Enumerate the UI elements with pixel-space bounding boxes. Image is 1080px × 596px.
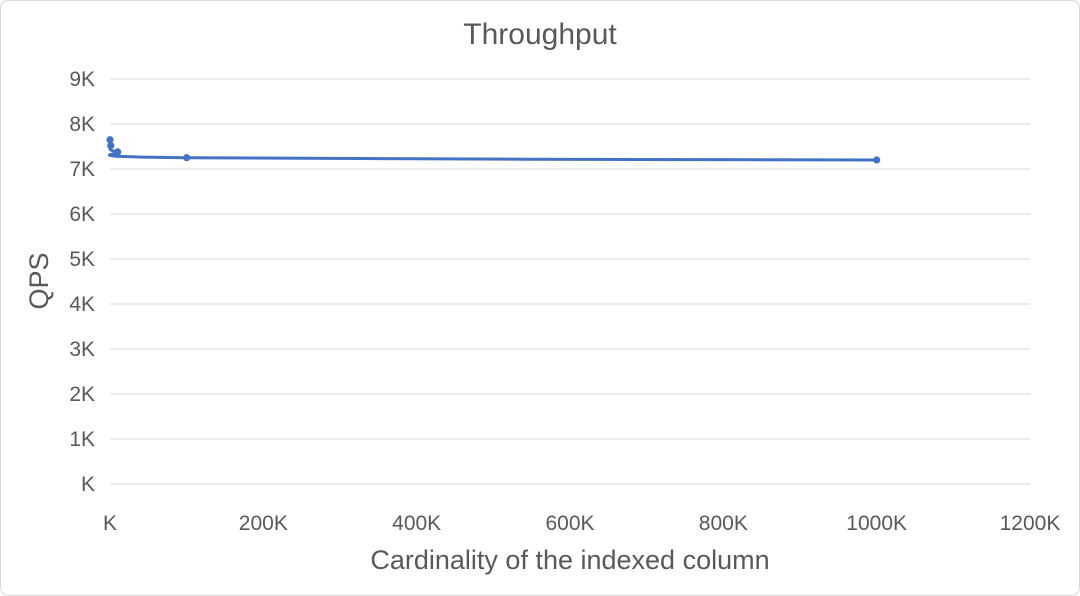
x-tick-label: 200K — [239, 512, 288, 535]
x-tick-label: 600K — [545, 512, 594, 535]
x-tick-label: 400K — [392, 512, 441, 535]
y-tick-label: 2K — [69, 383, 95, 406]
x-tick-label: K — [103, 512, 117, 535]
series-layer — [106, 136, 881, 164]
x-axis-title: Cardinality of the indexed column — [370, 545, 769, 575]
data-point — [107, 142, 115, 150]
y-tick-label: 4K — [69, 293, 95, 316]
chart-title: Throughput — [463, 18, 617, 51]
y-tick-label: 9K — [69, 68, 95, 91]
x-axis-tick-labels: K 200K 400K 600K 800K 1000K 1200K — [103, 512, 1060, 535]
y-tick-label: K — [81, 473, 95, 496]
series-line — [108, 138, 879, 162]
y-tick-label: 5K — [69, 248, 95, 271]
y-tick-label: 7K — [69, 158, 95, 181]
y-tick-label: 8K — [69, 113, 95, 136]
y-tick-label: 6K — [69, 203, 95, 226]
y-tick-label: 1K — [69, 428, 95, 451]
data-point — [114, 148, 122, 156]
gridlines — [110, 78, 1030, 485]
y-axis-tick-labels: K 1K 2K 3K 4K 5K 6K 7K 8K 9K — [69, 68, 95, 496]
x-tick-label: 800K — [699, 512, 748, 535]
y-axis-title: QPS — [24, 252, 54, 309]
data-point — [183, 154, 191, 162]
x-tick-label: 1200K — [1000, 512, 1061, 535]
y-tick-label: 3K — [69, 338, 95, 361]
data-point — [106, 136, 114, 144]
x-tick-label: 1000K — [846, 512, 907, 535]
data-point — [873, 156, 881, 164]
